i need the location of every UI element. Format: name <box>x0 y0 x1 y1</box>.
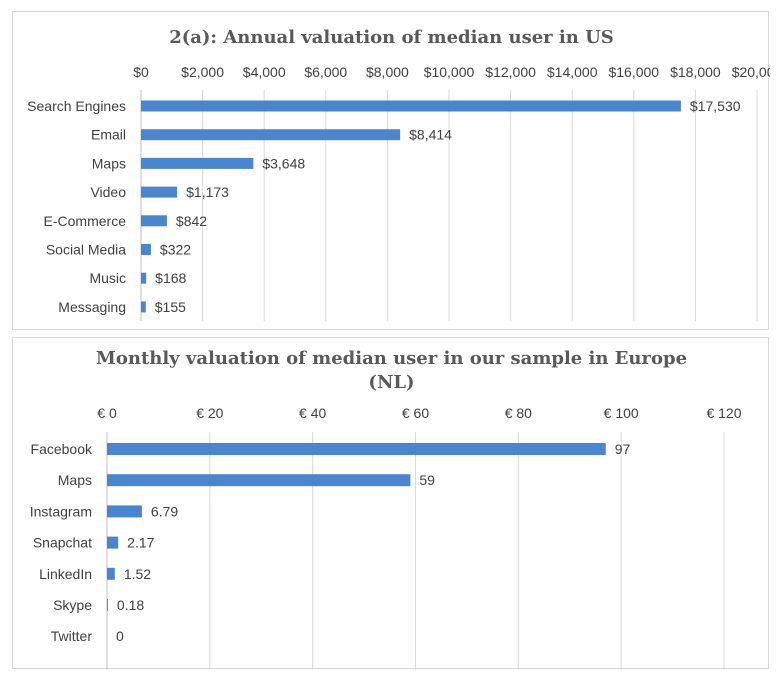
bar-search-engines <box>141 100 681 112</box>
x-tick-label: € 100 <box>604 405 639 421</box>
chart-europe-svg: Monthly valuation of median user in our … <box>30 348 742 670</box>
chart-us-svg: 2(a): Annual valuation of median user in… <box>27 27 770 321</box>
x-tick-label: $12,000 <box>485 64 536 80</box>
data-label-email: $8,414 <box>409 127 452 143</box>
data-label-maps: $3,648 <box>262 155 305 171</box>
category-label-e-commerce: E-Commerce <box>44 213 127 229</box>
category-label-search-engines: Search Engines <box>27 98 126 114</box>
x-tick-label: $20,000 <box>732 64 770 80</box>
data-label-snapchat: 2.17 <box>127 535 154 551</box>
data-label-messaging: $155 <box>155 299 186 315</box>
category-label-messaging: Messaging <box>58 299 126 315</box>
x-tick-label: € 40 <box>299 405 326 421</box>
category-label-instagram: Instagram <box>30 503 92 519</box>
x-tick-label: $10,000 <box>424 64 475 80</box>
category-label-social-media: Social Media <box>46 242 126 258</box>
bar-social-media <box>141 244 151 255</box>
data-label-twitter: 0 <box>116 628 124 644</box>
x-tick-label: € 120 <box>706 405 741 421</box>
data-label-instagram: 6.79 <box>151 503 178 519</box>
x-tick-label: $14,000 <box>547 64 598 80</box>
x-tick-label: $4,000 <box>243 64 286 80</box>
data-label-social-media: $322 <box>160 242 191 258</box>
bar-email <box>141 129 401 141</box>
x-tick-label: $6,000 <box>304 64 347 80</box>
category-label-maps: Maps <box>58 472 92 488</box>
category-label-skype: Skype <box>53 597 92 613</box>
category-label-email: Email <box>91 127 126 143</box>
data-label-music: $168 <box>155 270 186 286</box>
category-label-video: Video <box>90 184 126 200</box>
x-tick-label: € 20 <box>196 405 223 421</box>
data-label-skype: 0.18 <box>117 597 144 613</box>
chart-title: 2(a): Annual valuation of median user in… <box>169 27 614 48</box>
bar-facebook <box>107 443 606 455</box>
chart-title-line-1: Monthly valuation of median user in our … <box>96 348 687 369</box>
data-label-search-engines: $17,530 <box>690 98 741 114</box>
data-label-e-commerce: $842 <box>176 213 207 229</box>
bar-linkedin <box>107 567 115 580</box>
category-label-twitter: Twitter <box>51 628 93 644</box>
x-tick-label: $2,000 <box>181 64 224 80</box>
bar-maps <box>141 157 254 169</box>
bar-e-commerce <box>141 215 167 227</box>
category-label-music: Music <box>89 270 126 286</box>
category-label-maps: Maps <box>92 155 126 171</box>
x-tick-label: $8,000 <box>366 64 409 80</box>
x-tick-label: € 80 <box>505 405 532 421</box>
bar-music <box>141 272 147 284</box>
bar-video <box>141 186 178 198</box>
bar-maps <box>107 474 411 487</box>
data-label-video: $1,173 <box>186 184 229 200</box>
chart-title-line-2: (NL) <box>368 372 414 393</box>
data-label-linkedin: 1.52 <box>124 566 151 582</box>
x-tick-label: $0 <box>133 64 149 80</box>
x-tick-label: € 0 <box>97 405 117 421</box>
chart-us-annual-valuation: 2(a): Annual valuation of median user in… <box>12 11 770 330</box>
data-label-facebook: 97 <box>615 441 631 457</box>
bar-skype <box>107 599 108 611</box>
x-tick-label: $16,000 <box>608 64 659 80</box>
chart-europe-monthly-valuation: Monthly valuation of median user in our … <box>12 337 769 670</box>
data-label-maps: 59 <box>419 472 435 488</box>
x-tick-label: € 60 <box>402 405 429 421</box>
bar-snapchat <box>107 536 119 549</box>
bar-messaging <box>141 301 146 313</box>
category-label-linkedin: LinkedIn <box>39 566 92 582</box>
category-label-snapchat: Snapchat <box>33 535 92 551</box>
category-label-facebook: Facebook <box>31 441 93 457</box>
x-tick-label: $18,000 <box>670 64 721 80</box>
bar-instagram <box>107 505 142 518</box>
